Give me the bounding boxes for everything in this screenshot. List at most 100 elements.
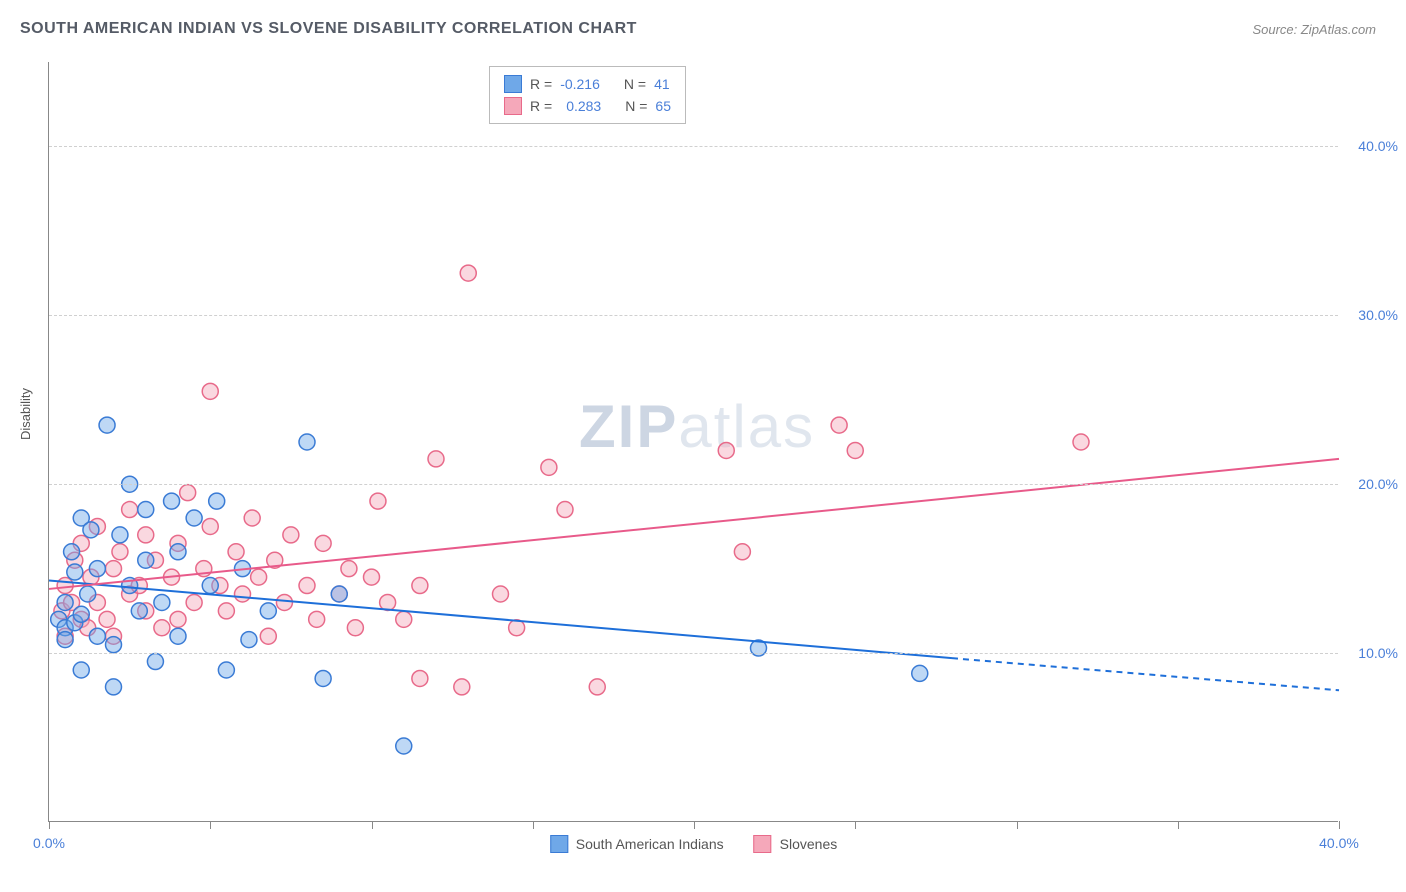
- y-axis-label: Disability: [18, 388, 33, 440]
- scatter-point: [64, 544, 80, 560]
- scatter-point: [57, 578, 73, 594]
- scatter-point: [83, 522, 99, 538]
- scatter-point: [112, 527, 128, 543]
- ytick-label: 30.0%: [1358, 307, 1398, 323]
- xtick: [855, 821, 856, 829]
- n-value-pink: 65: [655, 98, 671, 114]
- scatter-point: [67, 564, 83, 580]
- gridline: [49, 484, 1338, 485]
- scatter-point: [251, 569, 267, 585]
- xtick: [49, 821, 50, 829]
- legend-item-pink: Slovenes: [754, 835, 838, 853]
- legend-item-blue: South American Indians: [550, 835, 724, 853]
- scatter-point: [170, 628, 186, 644]
- scatter-point: [99, 417, 115, 433]
- legend-swatch-blue: [550, 835, 568, 853]
- scatter-point: [541, 459, 557, 475]
- scatter-point: [209, 493, 225, 509]
- xtick-label: 40.0%: [1319, 835, 1359, 851]
- xtick: [1339, 821, 1340, 829]
- scatter-point: [138, 552, 154, 568]
- scatter-point: [718, 442, 734, 458]
- scatter-point: [283, 527, 299, 543]
- scatter-point: [106, 679, 122, 695]
- ytick-label: 10.0%: [1358, 645, 1398, 661]
- scatter-point: [847, 442, 863, 458]
- scatter-point: [364, 569, 380, 585]
- correlation-stats-box: R = -0.216 N = 41 R = 0.283 N = 65: [489, 66, 686, 124]
- xtick: [1178, 821, 1179, 829]
- xtick: [210, 821, 211, 829]
- xtick-label: 0.0%: [33, 835, 65, 851]
- scatter-point: [912, 665, 928, 681]
- xtick: [1017, 821, 1018, 829]
- scatter-point: [80, 586, 96, 602]
- scatter-point: [73, 662, 89, 678]
- scatter-point: [138, 502, 154, 518]
- r-value-pink: 0.283: [560, 98, 601, 114]
- xtick: [694, 821, 695, 829]
- scatter-point: [734, 544, 750, 560]
- scatter-point: [396, 611, 412, 627]
- trend-line: [952, 658, 1339, 690]
- scatter-point: [131, 603, 147, 619]
- scatter-point: [106, 561, 122, 577]
- scatter-point: [57, 632, 73, 648]
- gridline: [49, 653, 1338, 654]
- scatter-point: [170, 611, 186, 627]
- scatter-point: [202, 383, 218, 399]
- swatch-pink: [504, 97, 522, 115]
- stats-row-pink: R = 0.283 N = 65: [504, 95, 671, 117]
- scatter-point: [589, 679, 605, 695]
- n-value-blue: 41: [654, 76, 670, 92]
- r-value-blue: -0.216: [560, 76, 600, 92]
- scatter-point: [412, 670, 428, 686]
- ytick-label: 20.0%: [1358, 476, 1398, 492]
- scatter-point: [154, 620, 170, 636]
- scatter-point: [228, 544, 244, 560]
- scatter-point: [186, 594, 202, 610]
- legend-bottom: South American Indians Slovenes: [550, 835, 837, 853]
- xtick: [533, 821, 534, 829]
- stats-row-blue: R = -0.216 N = 41: [504, 73, 671, 95]
- scatter-point: [147, 654, 163, 670]
- scatter-point: [557, 502, 573, 518]
- chart-title: SOUTH AMERICAN INDIAN VS SLOVENE DISABIL…: [20, 20, 637, 38]
- scatter-point: [315, 535, 331, 551]
- scatter-point: [154, 594, 170, 610]
- scatter-point: [186, 510, 202, 526]
- scatter-plot-svg: [49, 62, 1338, 821]
- legend-label-blue: South American Indians: [576, 836, 724, 852]
- scatter-point: [164, 493, 180, 509]
- scatter-point: [89, 628, 105, 644]
- scatter-point: [241, 632, 257, 648]
- scatter-point: [309, 611, 325, 627]
- scatter-point: [460, 265, 476, 281]
- scatter-point: [57, 594, 73, 610]
- scatter-point: [244, 510, 260, 526]
- scatter-point: [1073, 434, 1089, 450]
- scatter-point: [315, 670, 331, 686]
- scatter-point: [341, 561, 357, 577]
- gridline: [49, 315, 1338, 316]
- source-attribution: Source: ZipAtlas.com: [1252, 22, 1376, 37]
- scatter-point: [89, 561, 105, 577]
- scatter-point: [412, 578, 428, 594]
- scatter-point: [428, 451, 444, 467]
- scatter-point: [370, 493, 386, 509]
- scatter-point: [122, 502, 138, 518]
- swatch-blue: [504, 75, 522, 93]
- scatter-point: [235, 586, 251, 602]
- chart-plot-area: ZIPatlas R = -0.216 N = 41 R = 0.283 N =…: [48, 62, 1338, 822]
- scatter-point: [218, 662, 234, 678]
- scatter-point: [218, 603, 234, 619]
- legend-swatch-pink: [754, 835, 772, 853]
- scatter-point: [299, 578, 315, 594]
- scatter-point: [260, 628, 276, 644]
- scatter-point: [380, 594, 396, 610]
- scatter-point: [276, 594, 292, 610]
- scatter-point: [202, 578, 218, 594]
- ytick-label: 40.0%: [1358, 138, 1398, 154]
- scatter-point: [112, 544, 128, 560]
- scatter-point: [831, 417, 847, 433]
